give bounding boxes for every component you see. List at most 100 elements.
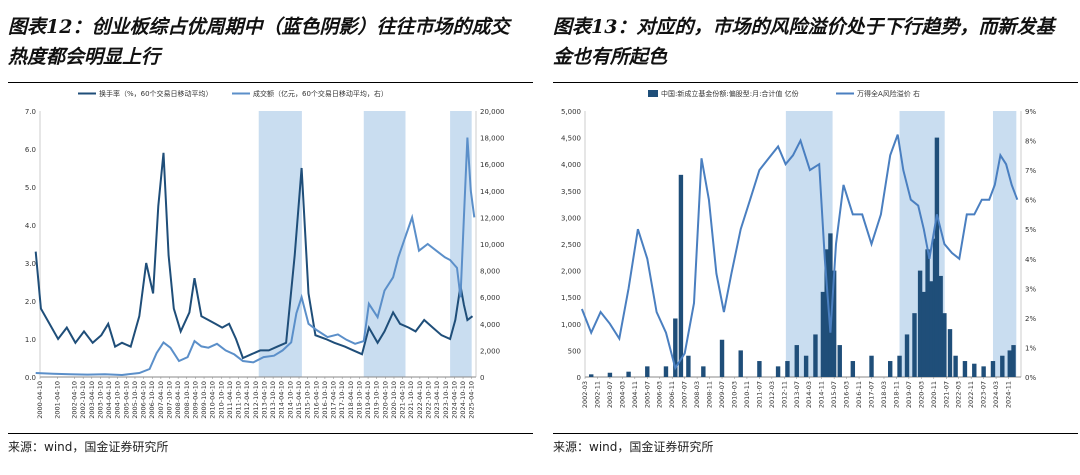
x-tick-label: 2009-04-10: [191, 381, 199, 419]
x-tick-label: 2003-10-10: [96, 381, 104, 419]
x-tick-label: 2007-10-10: [166, 381, 174, 419]
x-tick-label: 2001-04-10: [53, 381, 61, 419]
x-tick-label: 2016-03: [843, 381, 851, 408]
y-right-tick-label: 8,000: [480, 268, 500, 276]
x-tick-label: 2008-04-10: [174, 381, 182, 419]
bar: [925, 249, 930, 377]
bar: [850, 361, 856, 377]
x-tick-label: 2004-11: [631, 381, 639, 408]
y-right-tick-label: 6%: [1025, 197, 1036, 205]
bar: [947, 329, 953, 377]
bar: [972, 363, 977, 377]
y-right-tick-label: 4,000: [480, 321, 500, 329]
bar: [904, 334, 910, 377]
x-tick-label: 2006-04-10: [140, 381, 148, 419]
x-tick-label: 2023-10-10: [442, 381, 450, 419]
x-tick-label: 2008-03: [693, 381, 701, 408]
y-right-tick-label: 20,000: [480, 108, 505, 116]
legend-label: 换手率（%，60个交易日移动平均）: [99, 89, 213, 98]
bar: [775, 366, 781, 377]
bar: [828, 233, 833, 377]
bar: [921, 291, 927, 377]
bar: [837, 345, 842, 377]
x-tick-label: 2020-03: [917, 381, 925, 408]
bar: [820, 291, 826, 377]
x-tick-label: 2015-07: [830, 381, 838, 408]
x-tick-label: 2012-10-10: [252, 381, 260, 419]
x-tick-label: 2011-10-10: [235, 381, 243, 419]
y-left-tick-label: 3,000: [561, 214, 581, 222]
y-left-tick-label: 7.0: [25, 108, 36, 116]
y-left-tick-label: 500: [568, 347, 581, 355]
y-right-tick-label: 16,000: [480, 161, 505, 169]
x-tick-label: 2018-11: [892, 381, 900, 408]
x-tick-label: 2017-04-10: [330, 381, 338, 419]
x-tick-label: 2011-07: [755, 381, 763, 408]
y-right-tick-label: 7%: [1025, 167, 1036, 175]
x-tick-label: 2024-10-10: [459, 381, 467, 419]
bar: [794, 345, 799, 377]
divider: [553, 433, 1078, 434]
y-left-tick-label: 1,000: [561, 321, 581, 329]
y-left-tick-label: 0: [577, 374, 581, 382]
x-tick-label: 2004-10-10: [114, 381, 122, 419]
x-tick-label: 2004-04-10: [105, 381, 113, 419]
source-note: 来源：wind，国金证券研究所: [8, 440, 169, 454]
x-tick-label: 2014-10-10: [286, 381, 294, 419]
x-tick-label: 2010-10-10: [217, 381, 225, 419]
bar: [1000, 355, 1005, 377]
x-tick-label: 2021-10-10: [407, 381, 415, 419]
x-tick-label: 2022-10-10: [425, 381, 433, 419]
x-tick-label: 2013-10-10: [269, 381, 277, 419]
x-tick-label: 2020-04-10: [381, 381, 389, 419]
x-tick-label: 2023-04-10: [433, 381, 441, 419]
x-tick-label: 2006-10-10: [148, 381, 156, 419]
x-tick-label: 2011-04-10: [226, 381, 234, 419]
x-tick-label: 2014-04-10: [278, 381, 286, 419]
y-right-tick-label: 0%: [1025, 374, 1036, 382]
turnover-volume-chart: 0.0 1.0 2.0 3.0 4.0 5.0 6.0 7.0 0 2,000 4,000 6,000…: [25, 89, 505, 419]
divider: [553, 82, 1078, 83]
y-left-tick-label: 5,000: [561, 108, 581, 116]
bar: [934, 137, 940, 377]
x-tick-label: 2008-11: [706, 381, 714, 408]
y-left-tick-label: 6.0: [25, 146, 36, 154]
x-tick-label: 2007-07: [681, 381, 689, 408]
bar: [645, 366, 650, 377]
x-tick-label: 2021-07: [942, 381, 950, 408]
x-tick-label: 2024-03: [992, 381, 1000, 408]
bar: [888, 361, 893, 377]
x-tick-label: 2010-03: [730, 381, 738, 408]
series-line: [35, 137, 476, 377]
x-tick-label: 2015-10-10: [304, 381, 312, 419]
bar: [929, 281, 934, 377]
x-tick-label: 2022-03: [955, 381, 963, 408]
x-tick-label: 2013-04-10: [260, 381, 268, 419]
bar: [626, 371, 631, 377]
series-line: [580, 134, 1019, 371]
bar: [942, 313, 947, 377]
x-tick-label: 2003-04-10: [88, 381, 96, 419]
x-tick-label: 2015-04-10: [295, 381, 303, 419]
y-left-tick-label: 1.0: [25, 336, 36, 344]
bar: [897, 355, 902, 377]
bar: [757, 361, 762, 377]
y-right-tick-label: 1%: [1025, 344, 1036, 352]
y-left-tick-label: 3.0: [25, 260, 36, 268]
source-note: 来源：wind，国金证券研究所: [553, 440, 714, 454]
bar: [962, 361, 968, 377]
x-tick-label: 2018-03: [880, 381, 888, 408]
y-right-tick-label: 2,000: [480, 347, 500, 355]
y-left-tick-label: 3,500: [561, 188, 581, 196]
bar: [938, 275, 943, 377]
y-right-tick-label: 12,000: [480, 214, 505, 222]
x-tick-label: 2002-11: [593, 381, 601, 408]
x-tick-label: 2009-10-10: [200, 381, 208, 419]
x-tick-label: 2009-07: [718, 381, 726, 408]
x-tick-label: 2022-04-10: [416, 381, 424, 419]
y-right-tick-label: 10,000: [480, 241, 505, 249]
bar: [686, 355, 691, 377]
x-tick-label: 2000-04-10: [36, 381, 44, 419]
legend-label: 中国:新成立基金份额:偏股型:月:合计值 亿份: [661, 89, 799, 98]
y-left-tick-label: 2,000: [561, 268, 581, 276]
